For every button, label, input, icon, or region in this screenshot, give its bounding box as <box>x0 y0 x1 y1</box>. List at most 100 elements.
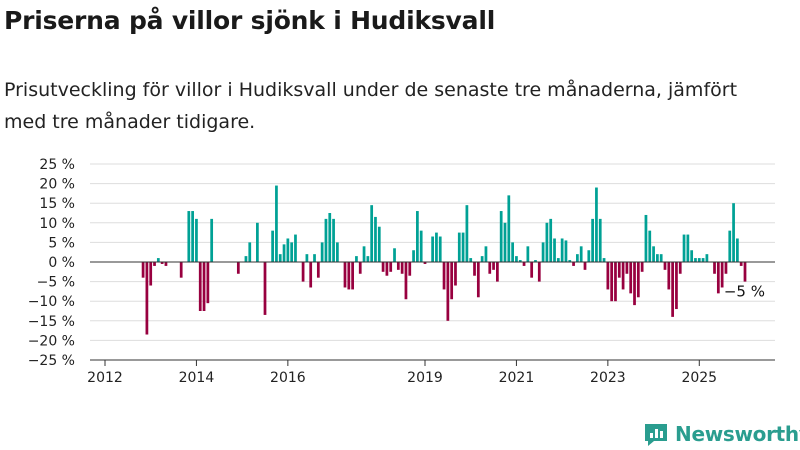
bar <box>675 262 678 310</box>
bar <box>454 262 457 286</box>
bar <box>511 242 514 262</box>
y-axis-labels: 25 % 20 % 15 % 10 % 5 % 0 % −5 % −10 % −15 % −20 … <box>28 157 75 369</box>
bar <box>705 254 709 262</box>
bar <box>473 262 476 276</box>
y-tick-label: −20 % <box>28 333 75 349</box>
bar <box>724 262 728 274</box>
bar <box>149 262 153 286</box>
bar <box>720 262 724 288</box>
bar <box>236 262 240 274</box>
bar <box>560 238 564 262</box>
bar <box>713 262 716 274</box>
bar <box>591 218 594 262</box>
bar <box>385 262 389 276</box>
bar <box>294 234 297 262</box>
y-tick-label: −10 % <box>28 294 75 310</box>
y-tick-label: −5 % <box>37 275 75 291</box>
bar <box>492 262 495 270</box>
bar <box>191 211 194 262</box>
bar <box>431 236 434 262</box>
chart-title: Priserna på villor sjönk i Hudiksvall <box>4 6 496 35</box>
bar <box>640 262 644 272</box>
bar <box>313 254 316 262</box>
bar <box>275 185 278 262</box>
bar <box>336 242 339 262</box>
bar <box>469 258 473 262</box>
bar <box>682 234 686 262</box>
bar <box>671 262 674 317</box>
bar <box>416 211 419 262</box>
bar <box>164 262 168 266</box>
bar <box>412 250 415 262</box>
bar <box>362 246 366 262</box>
bar <box>697 258 701 262</box>
bar <box>210 218 214 262</box>
bar <box>610 262 614 302</box>
bar <box>423 262 427 264</box>
bar <box>263 262 267 315</box>
bar <box>393 248 396 262</box>
bar <box>732 203 735 262</box>
x-tick-label: 2014 <box>179 370 215 386</box>
bar <box>602 258 606 262</box>
bar <box>301 262 305 282</box>
bar <box>614 262 617 302</box>
bar <box>739 262 743 266</box>
bar <box>530 262 534 278</box>
bar <box>156 258 160 262</box>
bar <box>556 258 560 262</box>
bar <box>606 262 610 290</box>
bar <box>476 262 480 298</box>
bar <box>195 218 198 262</box>
bar <box>652 246 655 262</box>
bar <box>716 262 720 294</box>
bar <box>435 232 438 262</box>
y-tick-label: 10 % <box>39 216 75 232</box>
bar <box>568 260 572 262</box>
bar <box>206 262 210 304</box>
last-value-annotation: −5 % <box>724 283 765 301</box>
bar <box>690 250 694 262</box>
bar <box>564 240 568 262</box>
bar <box>736 238 739 262</box>
bar <box>617 262 621 278</box>
bar <box>648 230 652 262</box>
bar <box>160 262 164 264</box>
y-tick-label: 5 % <box>48 235 75 251</box>
bar <box>442 262 446 290</box>
bar <box>553 238 556 262</box>
bar <box>686 234 690 262</box>
bar <box>248 242 252 262</box>
bar <box>636 262 640 298</box>
bar <box>598 218 602 262</box>
bar <box>461 232 465 262</box>
bar <box>621 262 625 290</box>
bar <box>370 205 374 262</box>
bar <box>328 213 332 262</box>
bar <box>305 254 309 262</box>
bar <box>545 222 549 262</box>
bar <box>198 262 202 311</box>
brand-name: Newsworthy <box>675 422 800 446</box>
x-tick-label: 2021 <box>499 370 535 386</box>
y-tick-label: 0 % <box>48 255 75 271</box>
bar <box>179 262 183 278</box>
bar <box>355 256 358 262</box>
bar <box>450 262 454 300</box>
bar <box>576 254 579 262</box>
bar <box>629 262 633 294</box>
bar <box>309 262 313 288</box>
x-tick-label: 2016 <box>270 370 306 386</box>
bar <box>286 238 290 262</box>
bar <box>488 262 492 274</box>
bar <box>377 226 381 262</box>
bar <box>667 262 671 290</box>
bar <box>324 218 328 262</box>
bar <box>743 262 747 282</box>
y-tick-label: 15 % <box>39 196 75 212</box>
bar <box>419 230 423 262</box>
bar <box>400 262 404 274</box>
bar <box>347 262 351 290</box>
x-tick-label: 2025 <box>681 370 717 386</box>
bar <box>465 205 469 262</box>
